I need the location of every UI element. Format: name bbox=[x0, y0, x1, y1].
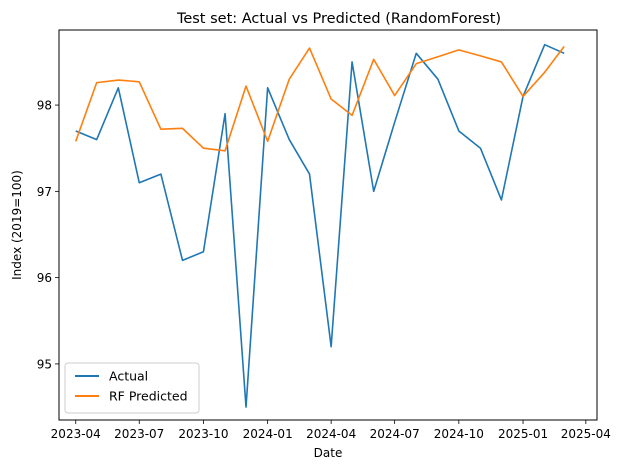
x-tick-label: 2023-04 bbox=[51, 427, 101, 441]
x-tick-label: 2024-04 bbox=[306, 427, 356, 441]
y-axis: 95 96 97 98 bbox=[37, 99, 59, 371]
x-tick-label: 2024-07 bbox=[370, 427, 420, 441]
x-tick-label: 2023-10 bbox=[178, 427, 228, 441]
x-tick-label: 2023-07 bbox=[114, 427, 164, 441]
series-line-actual bbox=[75, 43, 565, 408]
x-tick-label: 2024-01 bbox=[243, 427, 293, 441]
chart-title: Test set: Actual vs Predicted (RandomFor… bbox=[176, 11, 501, 27]
x-tick-label: 2025-04 bbox=[561, 427, 611, 441]
x-axis: 2023-04 2023-07 2023-10 2024-01 2024-04 2024-… bbox=[51, 420, 611, 441]
plot-lines bbox=[74, 43, 565, 408]
x-tick-label: 2025-01 bbox=[498, 427, 548, 441]
x-tick-label: 2024-10 bbox=[434, 427, 484, 441]
legend-label-rf-predicted: RF Predicted bbox=[109, 389, 188, 404]
legend-label-actual: Actual bbox=[109, 369, 148, 384]
y-tick-label: 97 bbox=[37, 185, 52, 199]
series-line-rf-predicted bbox=[74, 45, 565, 152]
plot-frame bbox=[58, 29, 598, 421]
y-axis-label: Index (2019=100) bbox=[10, 170, 24, 280]
y-tick-label: 96 bbox=[37, 271, 52, 285]
y-tick-label: 98 bbox=[37, 99, 52, 113]
x-axis-label: Date bbox=[314, 446, 343, 460]
legend: Actual RF Predicted bbox=[64, 362, 200, 414]
y-tick-label: 95 bbox=[37, 357, 52, 371]
